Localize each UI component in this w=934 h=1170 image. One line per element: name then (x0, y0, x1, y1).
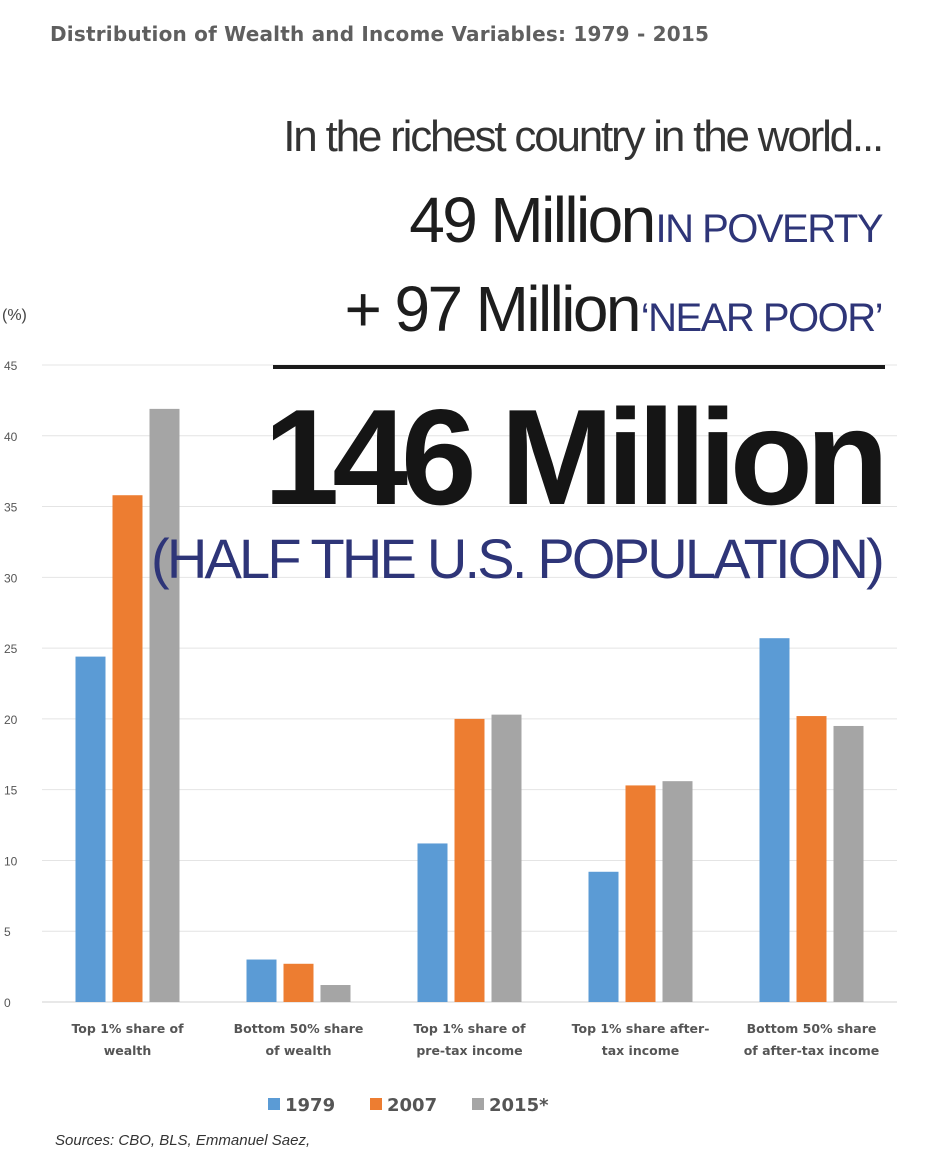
bar-2015-4 (833, 725, 864, 1002)
bar-1979-3 (588, 871, 619, 1002)
legend-swatch (472, 1098, 484, 1110)
legend-label: 2015* (489, 1095, 549, 1116)
y-axis-ticks: 0 5 10 15 20 25 30 35 40 45 (4, 359, 18, 1010)
category-label: Top 1% share after- (572, 1021, 710, 1036)
y-tick-label: 15 (4, 784, 18, 798)
headline-richest-country: In the richest country in the world... (283, 112, 884, 161)
near-poor-label: ‘NEAR POOR’ (640, 296, 884, 340)
bar-2007-0 (112, 495, 143, 1002)
y-tick-label: 5 (4, 925, 11, 939)
bar-2007-4 (796, 716, 827, 1002)
category-label: of after-tax income (744, 1043, 880, 1058)
bar-1979-1 (246, 959, 277, 1002)
y-tick-label: 10 (4, 854, 18, 868)
chart-title: Distribution of Wealth and Income Variab… (50, 22, 710, 46)
bar-2007-2 (454, 718, 485, 1002)
bar-1979-4 (759, 638, 790, 1002)
bar-2007-3 (625, 785, 656, 1002)
bar-2015-1 (320, 985, 351, 1002)
legend: 1979 2007 2015* (268, 1095, 549, 1116)
y-tick-label: 45 (4, 359, 18, 373)
y-tick-label: 20 (4, 713, 18, 727)
sources-note: Sources: CBO, BLS, Emmanuel Saez, (55, 1132, 311, 1149)
legend-label: 1979 (285, 1095, 335, 1116)
headline-poverty: 49 Million IN POVERTY (409, 183, 883, 257)
poverty-label: IN POVERTY (655, 207, 883, 251)
category-label: Bottom 50% share (234, 1021, 364, 1036)
sum-divider-line (273, 365, 885, 369)
category-label: wealth (104, 1043, 152, 1058)
near-poor-count: + 97 Million (344, 273, 642, 345)
x-axis-labels: Top 1% share of wealth Bottom 50% share of … (71, 1021, 879, 1058)
y-tick-label: 40 (4, 430, 18, 444)
y-tick-label: 30 (4, 571, 18, 585)
bar-1979-2 (417, 843, 448, 1002)
y-tick-label: 25 (4, 642, 18, 656)
category-label: Top 1% share of (71, 1021, 184, 1036)
bar-1979-0 (75, 656, 106, 1002)
category-label: pre-tax income (416, 1043, 522, 1058)
legend-label: 2007 (387, 1095, 437, 1116)
y-tick-label: 0 (4, 996, 11, 1010)
headline-total: 146 Million (263, 381, 889, 533)
y-axis-label: (%) (2, 307, 27, 324)
headline-half-population: (HALF THE U.S. POPULATION) (150, 527, 885, 590)
bar-2015-0 (149, 408, 180, 1003)
bar-2015-3 (662, 781, 693, 1002)
category-label: Top 1% share of (413, 1021, 526, 1036)
bars (75, 408, 864, 1003)
bar-2007-1 (283, 963, 314, 1002)
category-label: tax income (602, 1043, 680, 1058)
headline-near-poor: + 97 Million ‘NEAR POOR’ (344, 272, 884, 346)
category-label: Bottom 50% share (747, 1021, 877, 1036)
legend-swatch (370, 1098, 382, 1110)
category-label: of wealth (266, 1043, 332, 1058)
legend-swatch (268, 1098, 280, 1110)
poverty-count: 49 Million (409, 184, 656, 256)
bar-2015-2 (491, 714, 522, 1002)
y-tick-label: 35 (4, 501, 18, 515)
